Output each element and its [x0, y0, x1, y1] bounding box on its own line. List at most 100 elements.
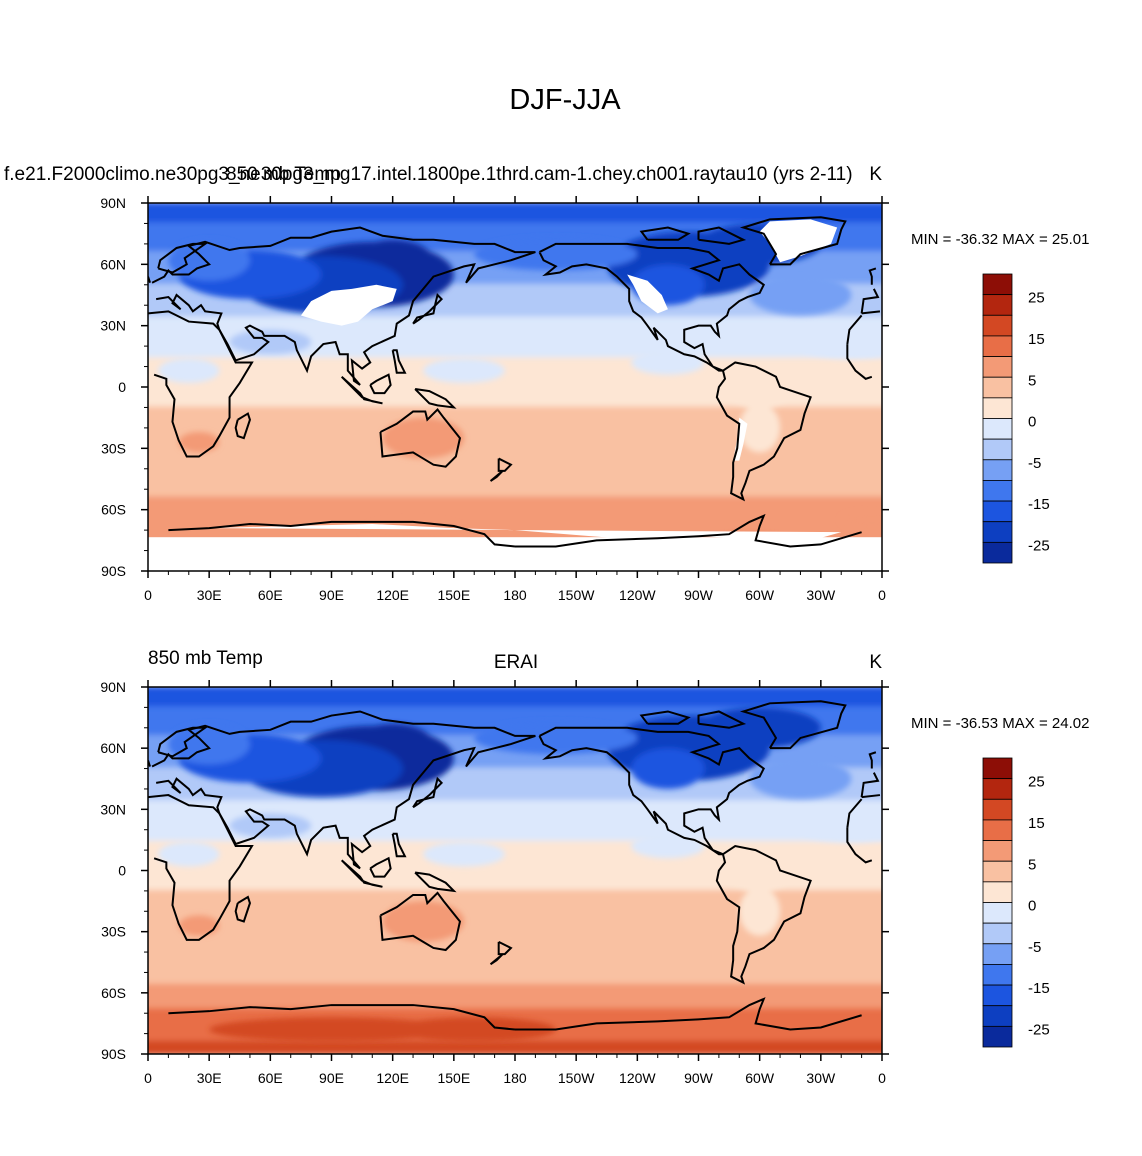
panel-model-map: [148, 203, 882, 571]
p2-xtick-label: 150E: [437, 1070, 470, 1086]
p1-band: [148, 402, 882, 409]
p2-band: [148, 771, 882, 778]
p1-band: [148, 328, 882, 335]
p1-masked-region: [759, 219, 838, 263]
p1-coastline: [391, 349, 407, 374]
p1-band: [148, 336, 882, 344]
p2-xtick-label: 120E: [376, 1070, 409, 1086]
p1-colorbar-box: [982, 438, 1013, 461]
p2-band: [148, 991, 882, 998]
panel-erai: 850 mb Temp ERAI K 0 30E 60E 90E 120E 150E 180…: [100, 648, 1089, 1086]
p1-xtick-label: 90E: [319, 587, 344, 603]
p2-band: [148, 698, 882, 705]
p1-band: [148, 414, 882, 421]
p1-xtick-label: 0: [878, 587, 886, 603]
p1-anomaly: [749, 274, 852, 316]
p1-colorbar-box: [982, 273, 1013, 296]
p1-coastline: [715, 361, 812, 502]
p2-band: [148, 861, 882, 868]
p2-colorbar-label: -5: [1028, 939, 1041, 956]
p1-xtick-label: 150W: [558, 587, 595, 603]
figure-title: DJF-JJA: [509, 84, 621, 116]
p2-colorbar-box: [982, 943, 1013, 965]
p2-xtick-label: 0: [878, 1070, 886, 1086]
p1-band: [148, 439, 882, 446]
p1-masked-region: [300, 284, 397, 326]
panel-erai-title-center: ERAI: [494, 652, 538, 673]
p1-colorbar-label: -25: [1028, 537, 1050, 554]
p1-xtick-label: 120E: [376, 587, 409, 603]
panel-model-title-left: f.e21.F2000climo.ne30pg3_ne30pg3_mg17.in…: [4, 164, 853, 185]
p2-band: [148, 702, 882, 709]
p2-colorbar-box: [982, 1005, 1013, 1027]
p2-band: [148, 836, 882, 843]
p1-coastline: [846, 344, 873, 380]
p2-ytick-label: 60N: [100, 740, 126, 756]
p2-ytick-label: 30S: [101, 924, 126, 940]
p1-band: [148, 516, 882, 523]
p1-band: [148, 369, 882, 376]
p1-band: [148, 406, 882, 413]
p2-band: [148, 763, 882, 770]
p1-colorbar-label: 5: [1028, 372, 1036, 389]
p2-anomaly: [729, 858, 791, 891]
p2-band: [148, 951, 882, 958]
p2-band: [148, 796, 882, 803]
p1-band: [148, 283, 882, 290]
p2-band: [148, 910, 882, 917]
p2-band: [148, 690, 882, 697]
p1-band: [148, 533, 882, 540]
p2-band: [148, 1008, 882, 1015]
p2-band: [148, 971, 882, 978]
p1-band: [148, 291, 882, 299]
p2-colorbar-label: 25: [1028, 774, 1045, 791]
p1-coastline: [697, 226, 747, 245]
p2-band: [148, 934, 882, 941]
p2-band: [148, 930, 882, 937]
p1-band: [148, 475, 882, 483]
p1-colorbar-box: [982, 314, 1013, 337]
p2-band: [148, 955, 882, 962]
p2-band: [148, 914, 882, 921]
p1-anomaly: [800, 333, 882, 359]
p2-anomaly: [474, 721, 638, 755]
p2-band: [148, 767, 882, 774]
p2-band: [148, 1012, 882, 1019]
p1-ytick-label: 60S: [101, 502, 126, 518]
p1-band: [148, 471, 882, 478]
p1-colorbar-label: 15: [1028, 331, 1045, 348]
p1-band: [148, 332, 882, 339]
p1-ytick-label: 60N: [100, 256, 126, 272]
p2-colorbar-box: [982, 778, 1013, 800]
p1-band: [148, 218, 882, 225]
p2-band: [148, 983, 882, 990]
p2-xtick-label: 30E: [197, 1070, 222, 1086]
p1-colorbar-box: [982, 418, 1013, 440]
p1-band: [148, 230, 882, 237]
p2-band: [148, 775, 882, 782]
p2-band: [148, 779, 882, 786]
p2-band: [148, 869, 882, 876]
p1-band: [148, 435, 882, 442]
p1-band: [148, 267, 882, 274]
p1-xtick-label: 180: [503, 587, 527, 603]
p2-colorbar-label: 15: [1028, 815, 1045, 832]
p1-band: [148, 447, 882, 454]
p1-coastline: [860, 288, 880, 314]
p1-coastline: [538, 242, 766, 372]
p2-coastline: [860, 772, 880, 798]
p1-xtick-label: 30E: [197, 587, 222, 603]
p1-band: [148, 361, 882, 368]
panel-model-title-center: 850 mb Temp: [226, 164, 341, 185]
p1-colorbar-label: 25: [1028, 290, 1045, 307]
p1-anomaly: [631, 350, 705, 375]
p2-band: [148, 804, 882, 811]
p2-band: [148, 959, 882, 966]
p1-anomaly: [729, 374, 791, 408]
p2-colorbar-label: 5: [1028, 856, 1036, 873]
p2-band: [148, 755, 882, 762]
p2-anomaly: [749, 758, 852, 800]
p1-band: [148, 287, 882, 294]
p2-band: [148, 1004, 882, 1011]
